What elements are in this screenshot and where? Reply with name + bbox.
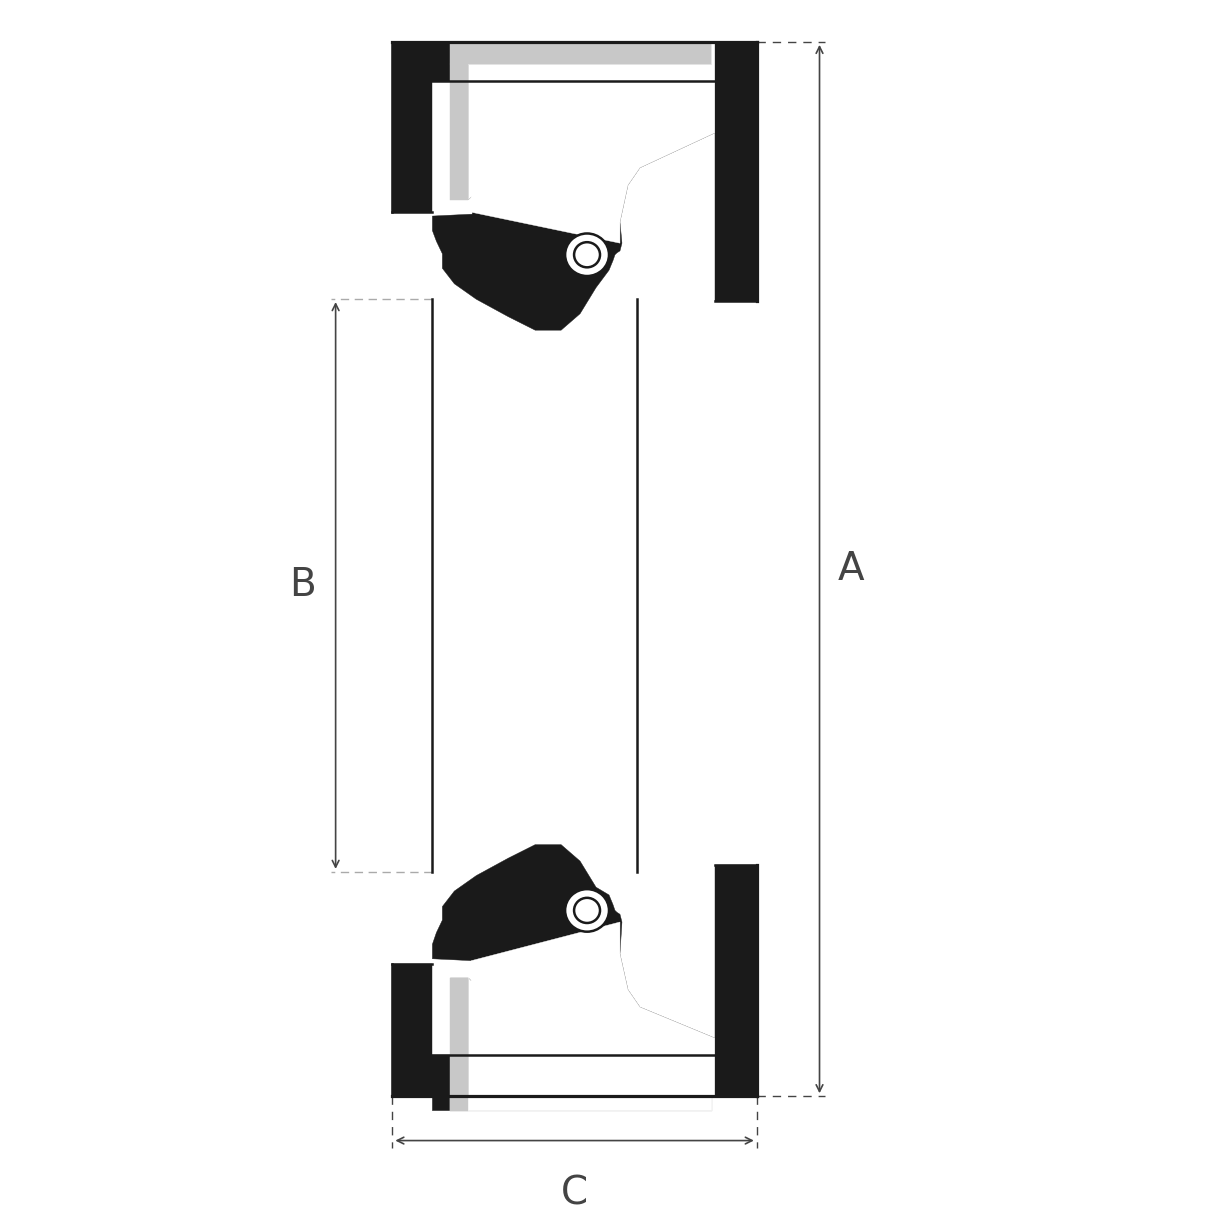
Circle shape (574, 898, 600, 923)
Text: B: B (289, 567, 316, 605)
Polygon shape (450, 42, 711, 64)
Polygon shape (450, 1096, 711, 1111)
Text: A: A (838, 550, 864, 588)
Polygon shape (392, 42, 432, 212)
Polygon shape (469, 42, 715, 243)
Polygon shape (715, 864, 756, 1096)
Polygon shape (432, 845, 715, 1111)
Text: C: C (561, 1174, 588, 1213)
Circle shape (565, 233, 609, 276)
Polygon shape (432, 42, 715, 80)
Polygon shape (392, 964, 432, 1096)
Polygon shape (450, 978, 469, 1111)
Polygon shape (432, 64, 715, 330)
Polygon shape (432, 1055, 715, 1096)
Polygon shape (469, 921, 715, 1111)
Polygon shape (715, 42, 756, 301)
Circle shape (565, 889, 609, 931)
Circle shape (574, 242, 600, 267)
Polygon shape (450, 64, 469, 199)
